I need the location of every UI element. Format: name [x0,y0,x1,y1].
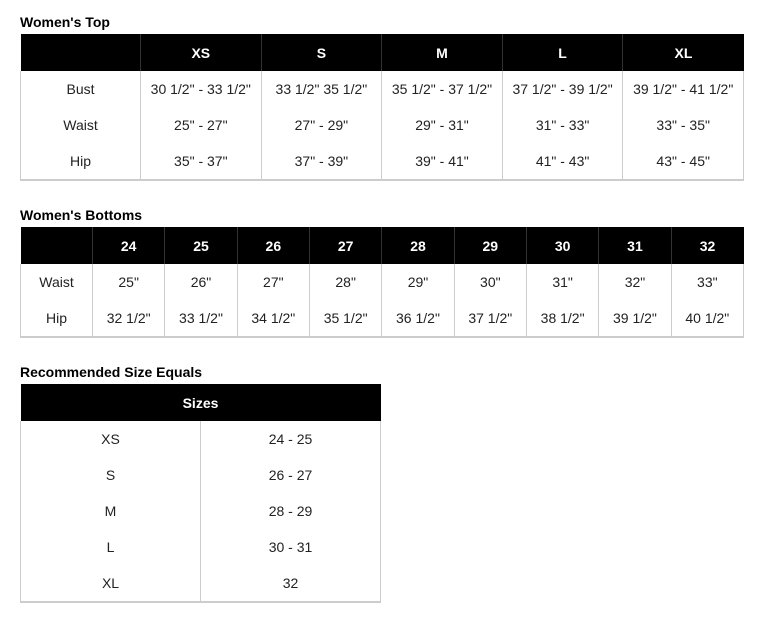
header-row: Sizes [20,384,381,421]
top-size: S [20,457,201,493]
column-header: 25 [164,227,238,264]
womens-bottoms-table: 24 25 26 27 28 29 30 31 32 Waist 25" 26" 27" 28" 29" 30… [20,227,745,338]
table-cell: 27" - 29" [260,107,382,143]
column-header: L [501,34,623,71]
header-row: 24 25 26 27 28 29 30 31 32 [20,227,744,264]
table-cell: 27" [236,264,310,300]
top-size: XL [20,565,201,603]
top-size: L [20,529,201,565]
table-row: S 26 - 27 [20,457,381,493]
table-cell: 35 1/2" - 37 1/2" [381,71,503,107]
bottom-size: 28 - 29 [200,493,381,529]
table-cell: 31" [525,264,599,300]
table-cell: 32 1/2" [91,300,165,338]
table-row: XS 24 - 25 [20,421,381,457]
column-header: Sizes [20,384,381,421]
table-cell: 33 1/2" 35 1/2" [260,71,382,107]
row-label: Waist [20,264,93,300]
table-cell: 39 1/2" [598,300,672,338]
table-row: L 30 - 31 [20,529,381,565]
womens-top-table: XS S M L XL Bust 30 1/2" - 33 1/2" 33 1/2" 35 1… [20,34,744,181]
bottom-size: 32 [200,565,381,603]
table-cell: 33 1/2" [164,300,238,338]
table-cell: 29" [381,264,455,300]
table-row: Bust 30 1/2" - 33 1/2" 33 1/2" 35 1/2" 35 1… [20,71,744,107]
top-size: M [20,493,201,529]
table-row: Hip 35" - 37" 37" - 39" 39" - 41" 41" - 43" 4… [20,143,744,181]
header-row: XS S M L XL [20,34,744,71]
top-size: XS [20,421,201,457]
column-header: 31 [598,227,672,264]
column-header [20,227,93,264]
table-row: Hip 32 1/2" 33 1/2" 34 1/2" 35 1/2" 36 1/2" 37… [20,300,745,338]
table-cell: 40 1/2" [670,300,745,338]
table-cell: 25" - 27" [140,107,262,143]
table-row: M 28 - 29 [20,493,381,529]
column-header: M [381,34,503,71]
bottom-size: 30 - 31 [200,529,381,565]
column-header: XS [140,34,262,71]
table-row: XL 32 [20,565,381,603]
tops-title: Women's Top [20,14,110,30]
table-cell: 31" - 33" [501,107,623,143]
column-header: 32 [670,227,744,264]
table-cell: 35 1/2" [308,300,382,338]
table-cell: 39 1/2" - 41 1/2" [622,71,744,107]
table-cell: 39" - 41" [381,143,503,181]
column-header: 24 [91,227,165,264]
table-cell: 25" [91,264,165,300]
table-cell: 26" [164,264,238,300]
table-cell: 34 1/2" [236,300,310,338]
bottoms-title: Women's Bottoms [20,207,143,223]
column-header [20,34,141,71]
column-header: 28 [381,227,455,264]
column-header: 27 [308,227,382,264]
row-label: Bust [20,71,141,107]
recommended-size-table: Sizes XS 24 - 25 S 26 - 27 M 28 - 29 L 30 - 31 XL… [20,384,381,603]
row-label: Hip [20,143,141,181]
bottom-size: 24 - 25 [200,421,381,457]
table-row: Waist 25" 26" 27" 28" 29" 30" 31" 32" 33" [20,264,745,300]
table-row: Waist 25" - 27" 27" - 29" 29" - 31" 31" - 33… [20,107,744,143]
table-cell: 35" - 37" [140,143,262,181]
table-cell: 37 1/2" [453,300,527,338]
table-cell: 33" - 35" [622,107,744,143]
column-header: 29 [453,227,527,264]
table-cell: 30" [453,264,527,300]
table-cell: 32" [598,264,672,300]
table-cell: 38 1/2" [525,300,599,338]
table-cell: 29" - 31" [381,107,503,143]
table-cell: 33" [670,264,745,300]
column-header: S [260,34,382,71]
column-header: 30 [525,227,599,264]
recommended-title: Recommended Size Equals [20,364,203,380]
table-cell: 43" - 45" [622,143,744,181]
bottom-size: 26 - 27 [200,457,381,493]
table-cell: 36 1/2" [381,300,455,338]
table-cell: 41" - 43" [501,143,623,181]
row-label: Waist [20,107,141,143]
column-header: XL [622,34,744,71]
row-label: Hip [20,300,93,338]
table-cell: 28" [308,264,382,300]
table-cell: 30 1/2" - 33 1/2" [140,71,262,107]
column-header: 26 [236,227,310,264]
table-cell: 37 1/2" - 39 1/2" [501,71,623,107]
table-cell: 37" - 39" [260,143,382,181]
